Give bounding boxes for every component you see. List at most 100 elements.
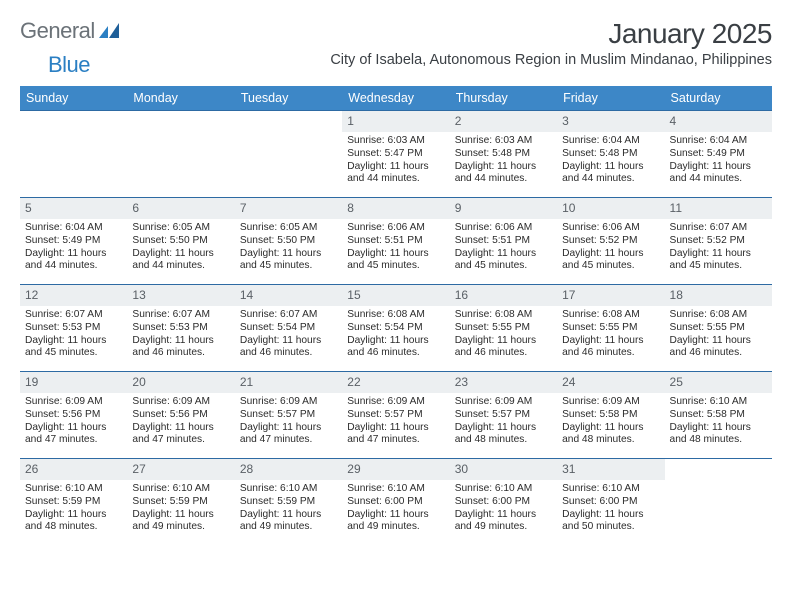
day-sunrise: Sunrise: 6:08 AM (670, 309, 767, 322)
day-dl1: Daylight: 11 hours (347, 161, 444, 174)
day-dl1: Daylight: 11 hours (347, 248, 444, 261)
weekday-monday: Monday (127, 86, 234, 110)
day-dl1: Daylight: 11 hours (240, 509, 337, 522)
day-body: Sunrise: 6:08 AMSunset: 5:55 PMDaylight:… (557, 306, 664, 364)
day-dl1: Daylight: 11 hours (132, 509, 229, 522)
day-sunrise: Sunrise: 6:07 AM (240, 309, 337, 322)
day-dl1: Daylight: 11 hours (25, 248, 122, 261)
day-sunset: Sunset: 5:50 PM (240, 235, 337, 248)
day-dl1: Daylight: 11 hours (670, 161, 767, 174)
day-dl2: and 48 minutes. (670, 434, 767, 447)
day-cell: 18Sunrise: 6:08 AMSunset: 5:55 PMDayligh… (665, 285, 772, 371)
day-sunrise: Sunrise: 6:10 AM (240, 483, 337, 496)
day-sunrise: Sunrise: 6:08 AM (562, 309, 659, 322)
day-cell: 27Sunrise: 6:10 AMSunset: 5:59 PMDayligh… (127, 459, 234, 545)
day-body: Sunrise: 6:06 AMSunset: 5:51 PMDaylight:… (342, 219, 449, 277)
day-cell (127, 111, 234, 197)
day-body: Sunrise: 6:07 AMSunset: 5:53 PMDaylight:… (20, 306, 127, 364)
day-body: Sunrise: 6:10 AMSunset: 6:00 PMDaylight:… (450, 480, 557, 538)
day-cell: 24Sunrise: 6:09 AMSunset: 5:58 PMDayligh… (557, 372, 664, 458)
month-title: January 2025 (330, 18, 772, 50)
weekday-friday: Friday (557, 86, 664, 110)
day-body: Sunrise: 6:10 AMSunset: 5:59 PMDaylight:… (235, 480, 342, 538)
day-number: 19 (20, 372, 127, 393)
day-body (127, 117, 234, 124)
day-number: 21 (235, 372, 342, 393)
day-sunset: Sunset: 5:57 PM (240, 409, 337, 422)
day-number: 1 (342, 111, 449, 132)
day-sunset: Sunset: 5:53 PM (25, 322, 122, 335)
logo-text-general: General (20, 18, 95, 44)
day-sunset: Sunset: 5:49 PM (670, 148, 767, 161)
day-sunrise: Sunrise: 6:10 AM (562, 483, 659, 496)
day-sunset: Sunset: 5:59 PM (132, 496, 229, 509)
day-number: 28 (235, 459, 342, 480)
day-sunrise: Sunrise: 6:09 AM (132, 396, 229, 409)
day-sunrise: Sunrise: 6:10 AM (347, 483, 444, 496)
day-dl2: and 48 minutes. (455, 434, 552, 447)
day-sunset: Sunset: 5:51 PM (455, 235, 552, 248)
day-cell: 21Sunrise: 6:09 AMSunset: 5:57 PMDayligh… (235, 372, 342, 458)
day-number: 30 (450, 459, 557, 480)
day-sunset: Sunset: 5:50 PM (132, 235, 229, 248)
day-dl2: and 45 minutes. (347, 260, 444, 273)
day-sunrise: Sunrise: 6:03 AM (347, 135, 444, 148)
day-dl1: Daylight: 11 hours (132, 422, 229, 435)
day-sunrise: Sunrise: 6:04 AM (670, 135, 767, 148)
day-cell: 5Sunrise: 6:04 AMSunset: 5:49 PMDaylight… (20, 198, 127, 284)
day-dl1: Daylight: 11 hours (562, 335, 659, 348)
day-dl2: and 45 minutes. (455, 260, 552, 273)
day-body: Sunrise: 6:09 AMSunset: 5:58 PMDaylight:… (557, 393, 664, 451)
day-sunrise: Sunrise: 6:06 AM (562, 222, 659, 235)
day-dl1: Daylight: 11 hours (455, 422, 552, 435)
day-sunrise: Sunrise: 6:07 AM (25, 309, 122, 322)
day-body: Sunrise: 6:09 AMSunset: 5:56 PMDaylight:… (20, 393, 127, 451)
day-dl2: and 44 minutes. (347, 173, 444, 186)
day-number: 31 (557, 459, 664, 480)
day-sunset: Sunset: 5:58 PM (562, 409, 659, 422)
weekday-tuesday: Tuesday (235, 86, 342, 110)
day-sunrise: Sunrise: 6:06 AM (455, 222, 552, 235)
day-number: 12 (20, 285, 127, 306)
day-cell: 1Sunrise: 6:03 AMSunset: 5:47 PMDaylight… (342, 111, 449, 197)
day-dl1: Daylight: 11 hours (25, 509, 122, 522)
day-body: Sunrise: 6:10 AMSunset: 6:00 PMDaylight:… (557, 480, 664, 538)
day-cell: 6Sunrise: 6:05 AMSunset: 5:50 PMDaylight… (127, 198, 234, 284)
day-body: Sunrise: 6:05 AMSunset: 5:50 PMDaylight:… (127, 219, 234, 277)
day-dl1: Daylight: 11 hours (132, 248, 229, 261)
day-cell: 8Sunrise: 6:06 AMSunset: 5:51 PMDaylight… (342, 198, 449, 284)
day-dl2: and 47 minutes. (132, 434, 229, 447)
week-row: 12Sunrise: 6:07 AMSunset: 5:53 PMDayligh… (20, 284, 772, 371)
day-dl2: and 49 minutes. (240, 521, 337, 534)
day-dl2: and 44 minutes. (25, 260, 122, 273)
day-dl1: Daylight: 11 hours (562, 248, 659, 261)
day-sunset: Sunset: 5:54 PM (240, 322, 337, 335)
day-sunrise: Sunrise: 6:08 AM (455, 309, 552, 322)
weekday-sunday: Sunday (20, 86, 127, 110)
day-sunrise: Sunrise: 6:10 AM (455, 483, 552, 496)
day-sunset: Sunset: 5:51 PM (347, 235, 444, 248)
day-body: Sunrise: 6:07 AMSunset: 5:54 PMDaylight:… (235, 306, 342, 364)
day-dl2: and 44 minutes. (670, 173, 767, 186)
day-number: 27 (127, 459, 234, 480)
day-body (20, 117, 127, 124)
day-number: 5 (20, 198, 127, 219)
day-cell (20, 111, 127, 197)
day-dl1: Daylight: 11 hours (347, 335, 444, 348)
day-number: 2 (450, 111, 557, 132)
day-dl1: Daylight: 11 hours (240, 248, 337, 261)
day-sunset: Sunset: 6:00 PM (562, 496, 659, 509)
day-sunset: Sunset: 5:48 PM (562, 148, 659, 161)
location-subtitle: City of Isabela, Autonomous Region in Mu… (330, 52, 772, 68)
day-body: Sunrise: 6:05 AMSunset: 5:50 PMDaylight:… (235, 219, 342, 277)
day-body: Sunrise: 6:08 AMSunset: 5:55 PMDaylight:… (450, 306, 557, 364)
day-body: Sunrise: 6:09 AMSunset: 5:56 PMDaylight:… (127, 393, 234, 451)
day-body: Sunrise: 6:09 AMSunset: 5:57 PMDaylight:… (342, 393, 449, 451)
day-number: 16 (450, 285, 557, 306)
day-body: Sunrise: 6:03 AMSunset: 5:48 PMDaylight:… (450, 132, 557, 190)
day-sunset: Sunset: 5:55 PM (455, 322, 552, 335)
day-number: 26 (20, 459, 127, 480)
day-dl1: Daylight: 11 hours (25, 335, 122, 348)
day-dl1: Daylight: 11 hours (240, 422, 337, 435)
day-sunset: Sunset: 5:55 PM (562, 322, 659, 335)
